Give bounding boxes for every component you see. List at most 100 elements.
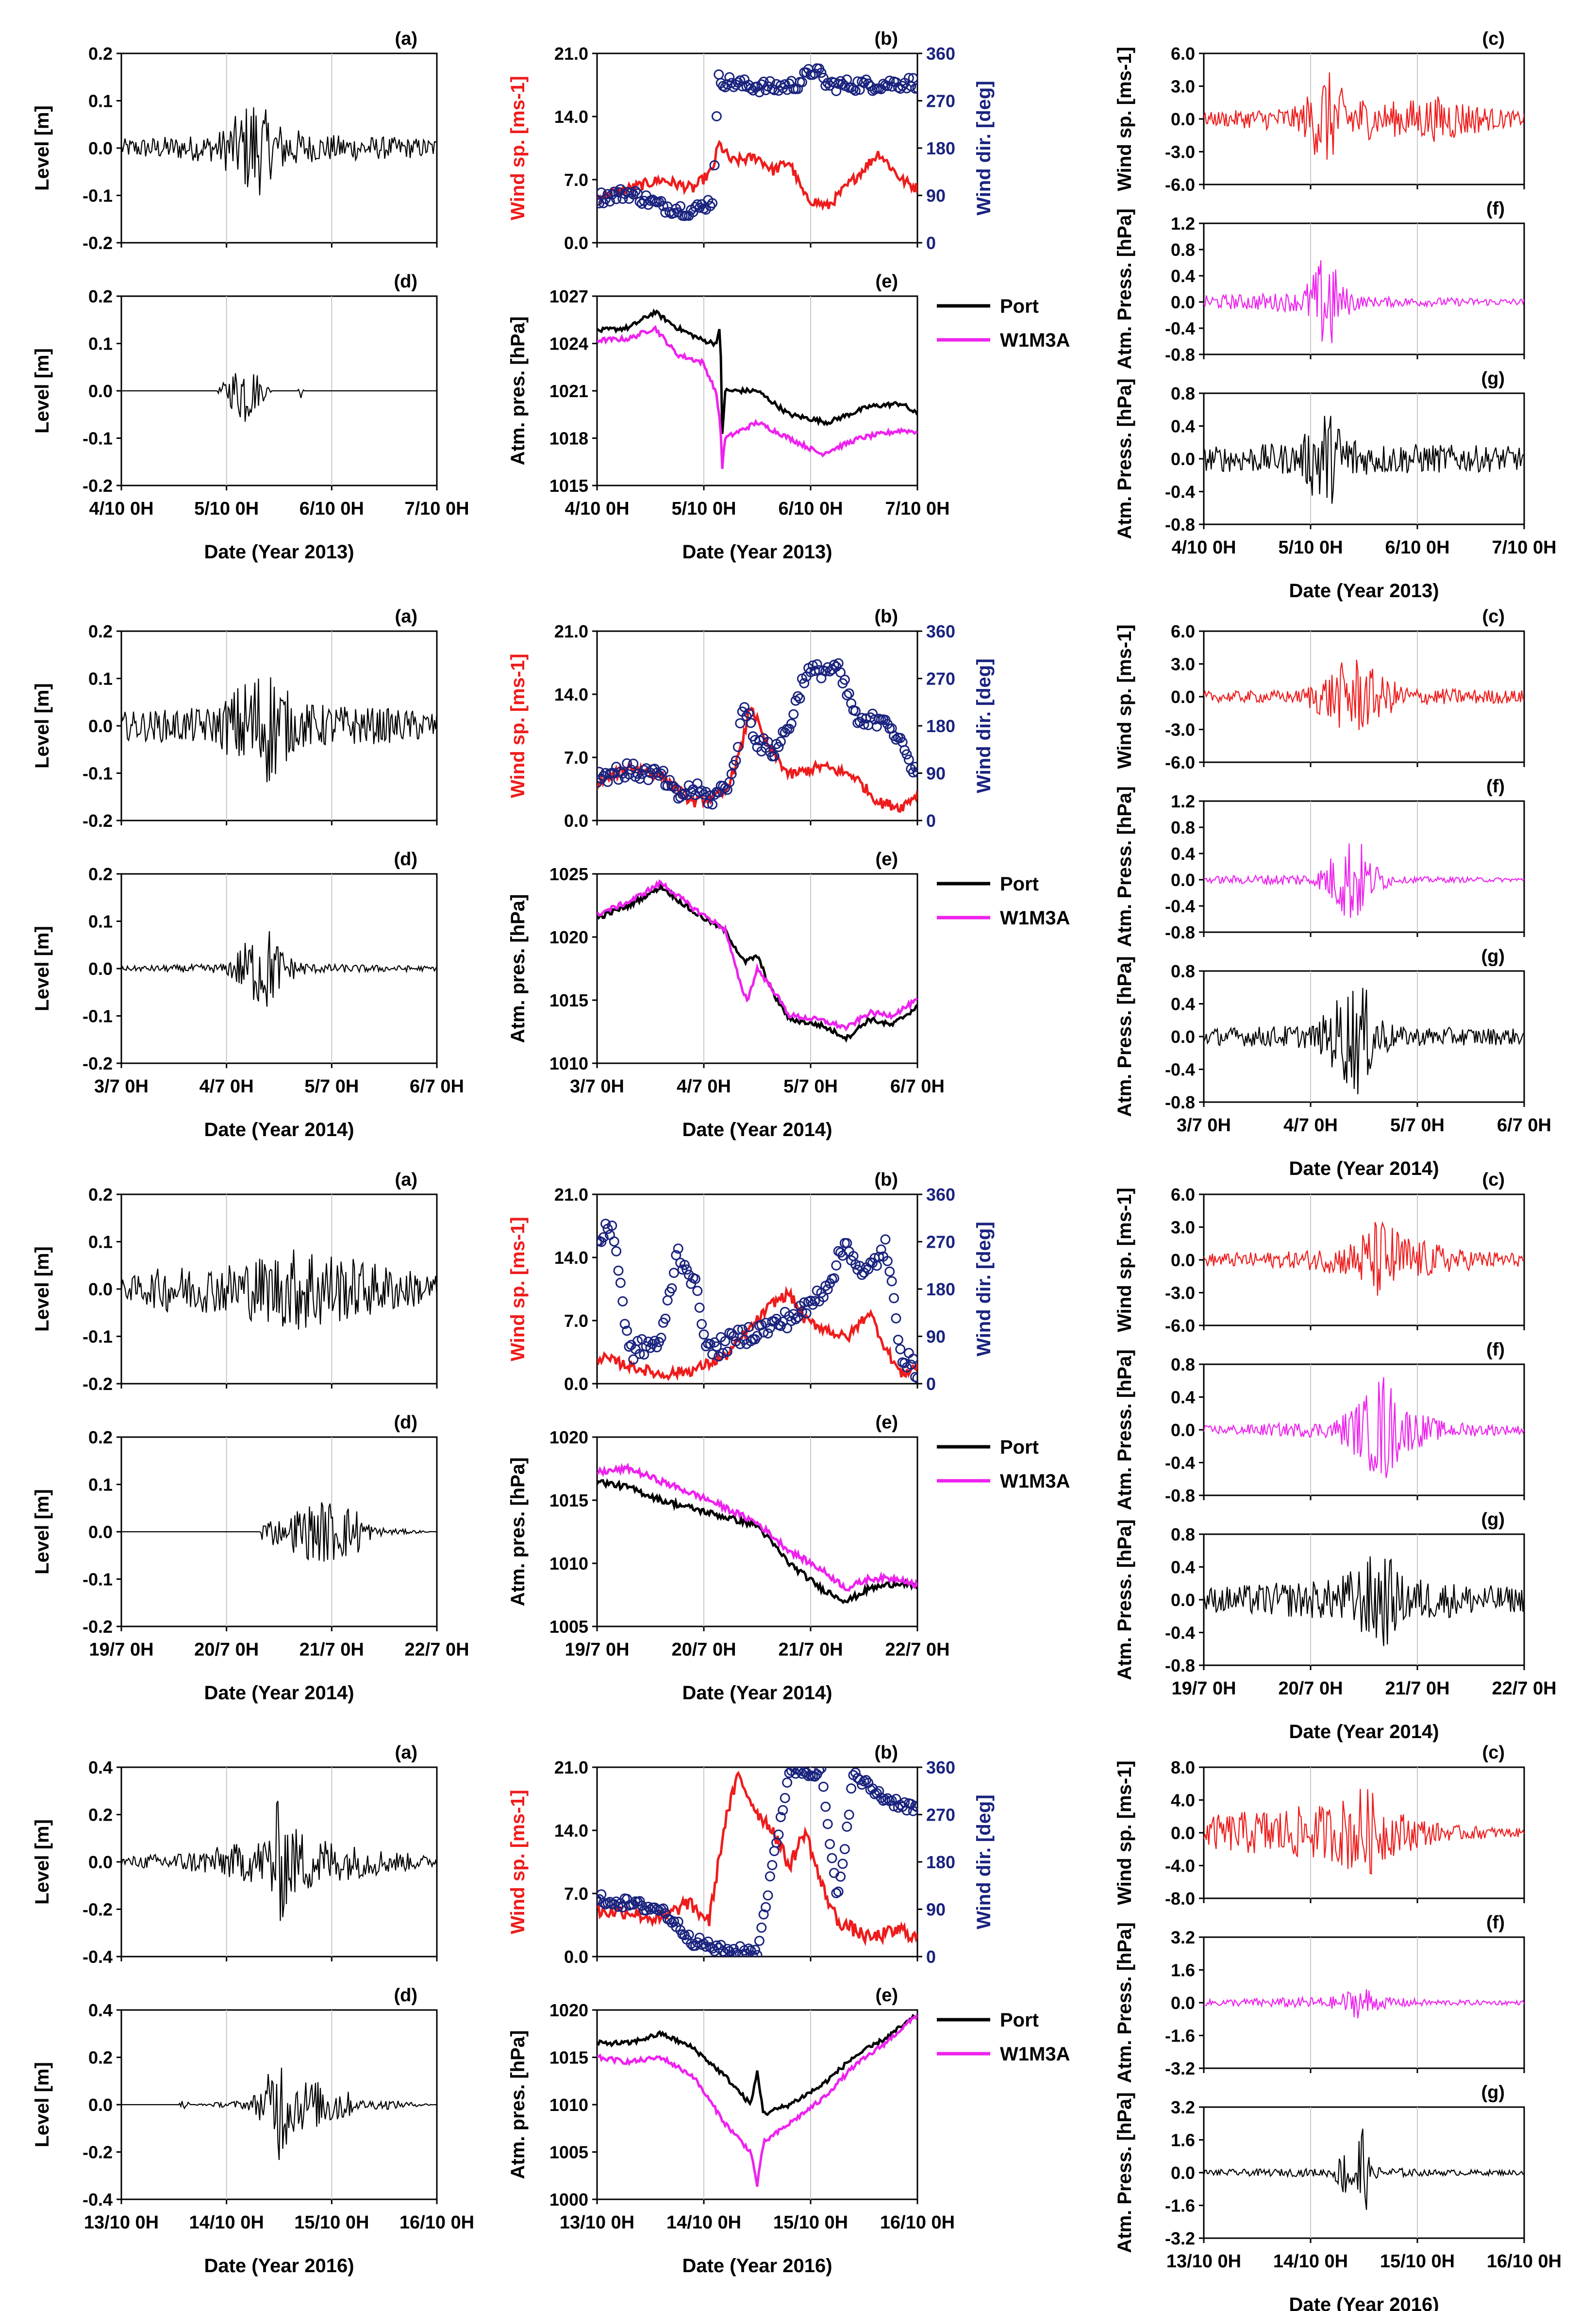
y-axis-label: Level [m] (32, 348, 53, 434)
y-tick-label: 1018 (549, 429, 588, 449)
wind-dir-point (846, 698, 857, 709)
series-level_filtered (121, 931, 437, 1007)
x-tick-label: 20/7 0H (671, 1640, 736, 1660)
y-tick-label: -3.0 (1165, 142, 1195, 162)
wind-dir-point (711, 1940, 722, 1951)
wind-dir-point (754, 1936, 765, 1946)
x-tick-label: 6/7 0H (1497, 1115, 1551, 1136)
wind-dir-point (658, 201, 668, 211)
plot-body (1204, 1556, 1524, 1646)
y-tick-label: 1.6 (1171, 2130, 1195, 2150)
wind-dir-point (619, 1319, 630, 1329)
wind-dir-point (679, 788, 690, 799)
y-tick-label: 0.1 (88, 334, 113, 354)
y-tick-label: 1010 (549, 1054, 588, 1073)
y-axis-label: Atm. pres. [hPa] (507, 2030, 529, 2179)
series-level_port (121, 107, 437, 196)
wind-dir-point (814, 1767, 825, 1775)
wind-dir-point (797, 77, 807, 87)
y-axis-label: Level [m] (32, 1819, 53, 1905)
y-tick-label: -0.2 (83, 1054, 113, 1073)
y-tick-label: 0.0 (564, 233, 588, 253)
y-tick-label: 1.6 (1171, 1960, 1195, 1980)
x-tick-label: 7/10 0H (404, 499, 469, 519)
wind-dir-point (797, 1306, 807, 1317)
y-tick-label: 14.0 (554, 107, 588, 127)
y-tick-label: 21.0 (554, 1185, 588, 1205)
x-tick-label: 5/10 0H (194, 499, 259, 519)
event-group-3: Port W1M3A (937, 1437, 1070, 1492)
wind-dir-point (842, 1821, 852, 1832)
wind-dir-point (782, 1777, 793, 1788)
series-pres_port_hf (1204, 416, 1524, 504)
panel-2-b: 21.0 14.0 7.0 0.0 (b) Wind sp. [ms-1] 360 270 18… (507, 606, 995, 831)
x-tick-label: 6/10 0H (1385, 537, 1449, 558)
wind-dir-point (763, 1328, 773, 1339)
y-tick-label: 14.0 (554, 1821, 588, 1841)
wind-dir-point (668, 782, 679, 792)
wind-dir-point (874, 1252, 884, 1262)
y-tick-label: 3.0 (1171, 1218, 1195, 1238)
y-tick-label: 0.0 (88, 138, 113, 158)
wind-dir-point (903, 754, 914, 765)
series-level_filtered (121, 2067, 437, 2160)
wind-dir-point (624, 1341, 634, 1352)
wind-dir-point (880, 1234, 891, 1245)
y-tick-label: 1027 (549, 286, 588, 306)
wind-dir-point (634, 197, 645, 207)
y-tick-label: 3.0 (1171, 654, 1195, 674)
plot-body (597, 658, 917, 813)
x-axis-label: Date (Year 2016) (204, 2255, 354, 2277)
y-axis-label: Wind sp. [ms-1] (1114, 624, 1135, 769)
y-tick-label: 7.0 (564, 1311, 588, 1331)
wind-dir-point (634, 1349, 645, 1359)
y-tick-label: 1010 (549, 1554, 588, 1574)
wind-dir-point (651, 1342, 662, 1353)
wind-dir-point (765, 1871, 775, 1882)
plot-frame (120, 873, 438, 1064)
y-tick-label: 0.0 (564, 811, 588, 831)
wind-dir-point (912, 1373, 917, 1384)
panel-2-e: 1025 1020 1015 1010 (e) Atm. pres. [hPa] 3/7 0… (507, 849, 945, 1140)
plot-frame (1203, 800, 1525, 933)
panel-title: (e) (876, 1985, 898, 2006)
y2-tick-label: 90 (926, 186, 946, 206)
panel-title: (f) (1486, 199, 1505, 219)
plot-body (1204, 72, 1524, 160)
plot-body (1204, 1377, 1524, 1478)
wind-dir-point (844, 1809, 854, 1820)
wind-dir-point (880, 1794, 891, 1805)
series-wind_hf (1204, 659, 1524, 730)
plot-frame (596, 1436, 918, 1627)
y-tick-label: -0.8 (1165, 345, 1195, 365)
x-tick-label: 7/10 0H (1492, 537, 1556, 558)
y-axis-label: Level [m] (32, 105, 53, 191)
panel-3-g: 0.8 0.4 0.0 -0.4 -0.8 (g) Atm. Press. [hPa] 19/… (1114, 1509, 1557, 1742)
wind-dir-point (837, 1859, 848, 1869)
y-tick-label: 7.0 (564, 748, 588, 768)
wind-dir-point (886, 1276, 897, 1287)
plot-frame (1203, 222, 1525, 355)
y-axis-label: Atm. Press. [hPa] (1114, 956, 1135, 1117)
y-axis-label: Atm. Press. [hPa] (1114, 378, 1135, 539)
y-tick-label: 0.2 (88, 2048, 113, 2068)
wind-dir-point (816, 1767, 827, 1774)
wind-dir-point (773, 742, 784, 753)
y-axis-label: Wind sp. [ms-1] (1114, 1188, 1135, 1332)
y-tick-label: -1.6 (1165, 2196, 1195, 2216)
y-axis-label: Level [m] (32, 2062, 53, 2147)
wind-dir-point (656, 1333, 666, 1343)
panel-title: (f) (1486, 776, 1505, 797)
x-tick-label: 4/10 0H (89, 499, 153, 519)
x-axis-label: Date (Year 2014) (682, 1119, 832, 1140)
wind-dir-point (626, 187, 636, 198)
wind-dir-point (698, 789, 709, 800)
wind-dir-point (622, 1325, 632, 1336)
wind-dir-point (735, 75, 746, 86)
series-port (597, 308, 917, 434)
wind-dir-point (810, 1296, 820, 1306)
x-tick-label: 15/10 0H (773, 2212, 848, 2233)
series-wind_hf (1204, 1789, 1524, 1875)
wind-dir-point (854, 1775, 865, 1785)
